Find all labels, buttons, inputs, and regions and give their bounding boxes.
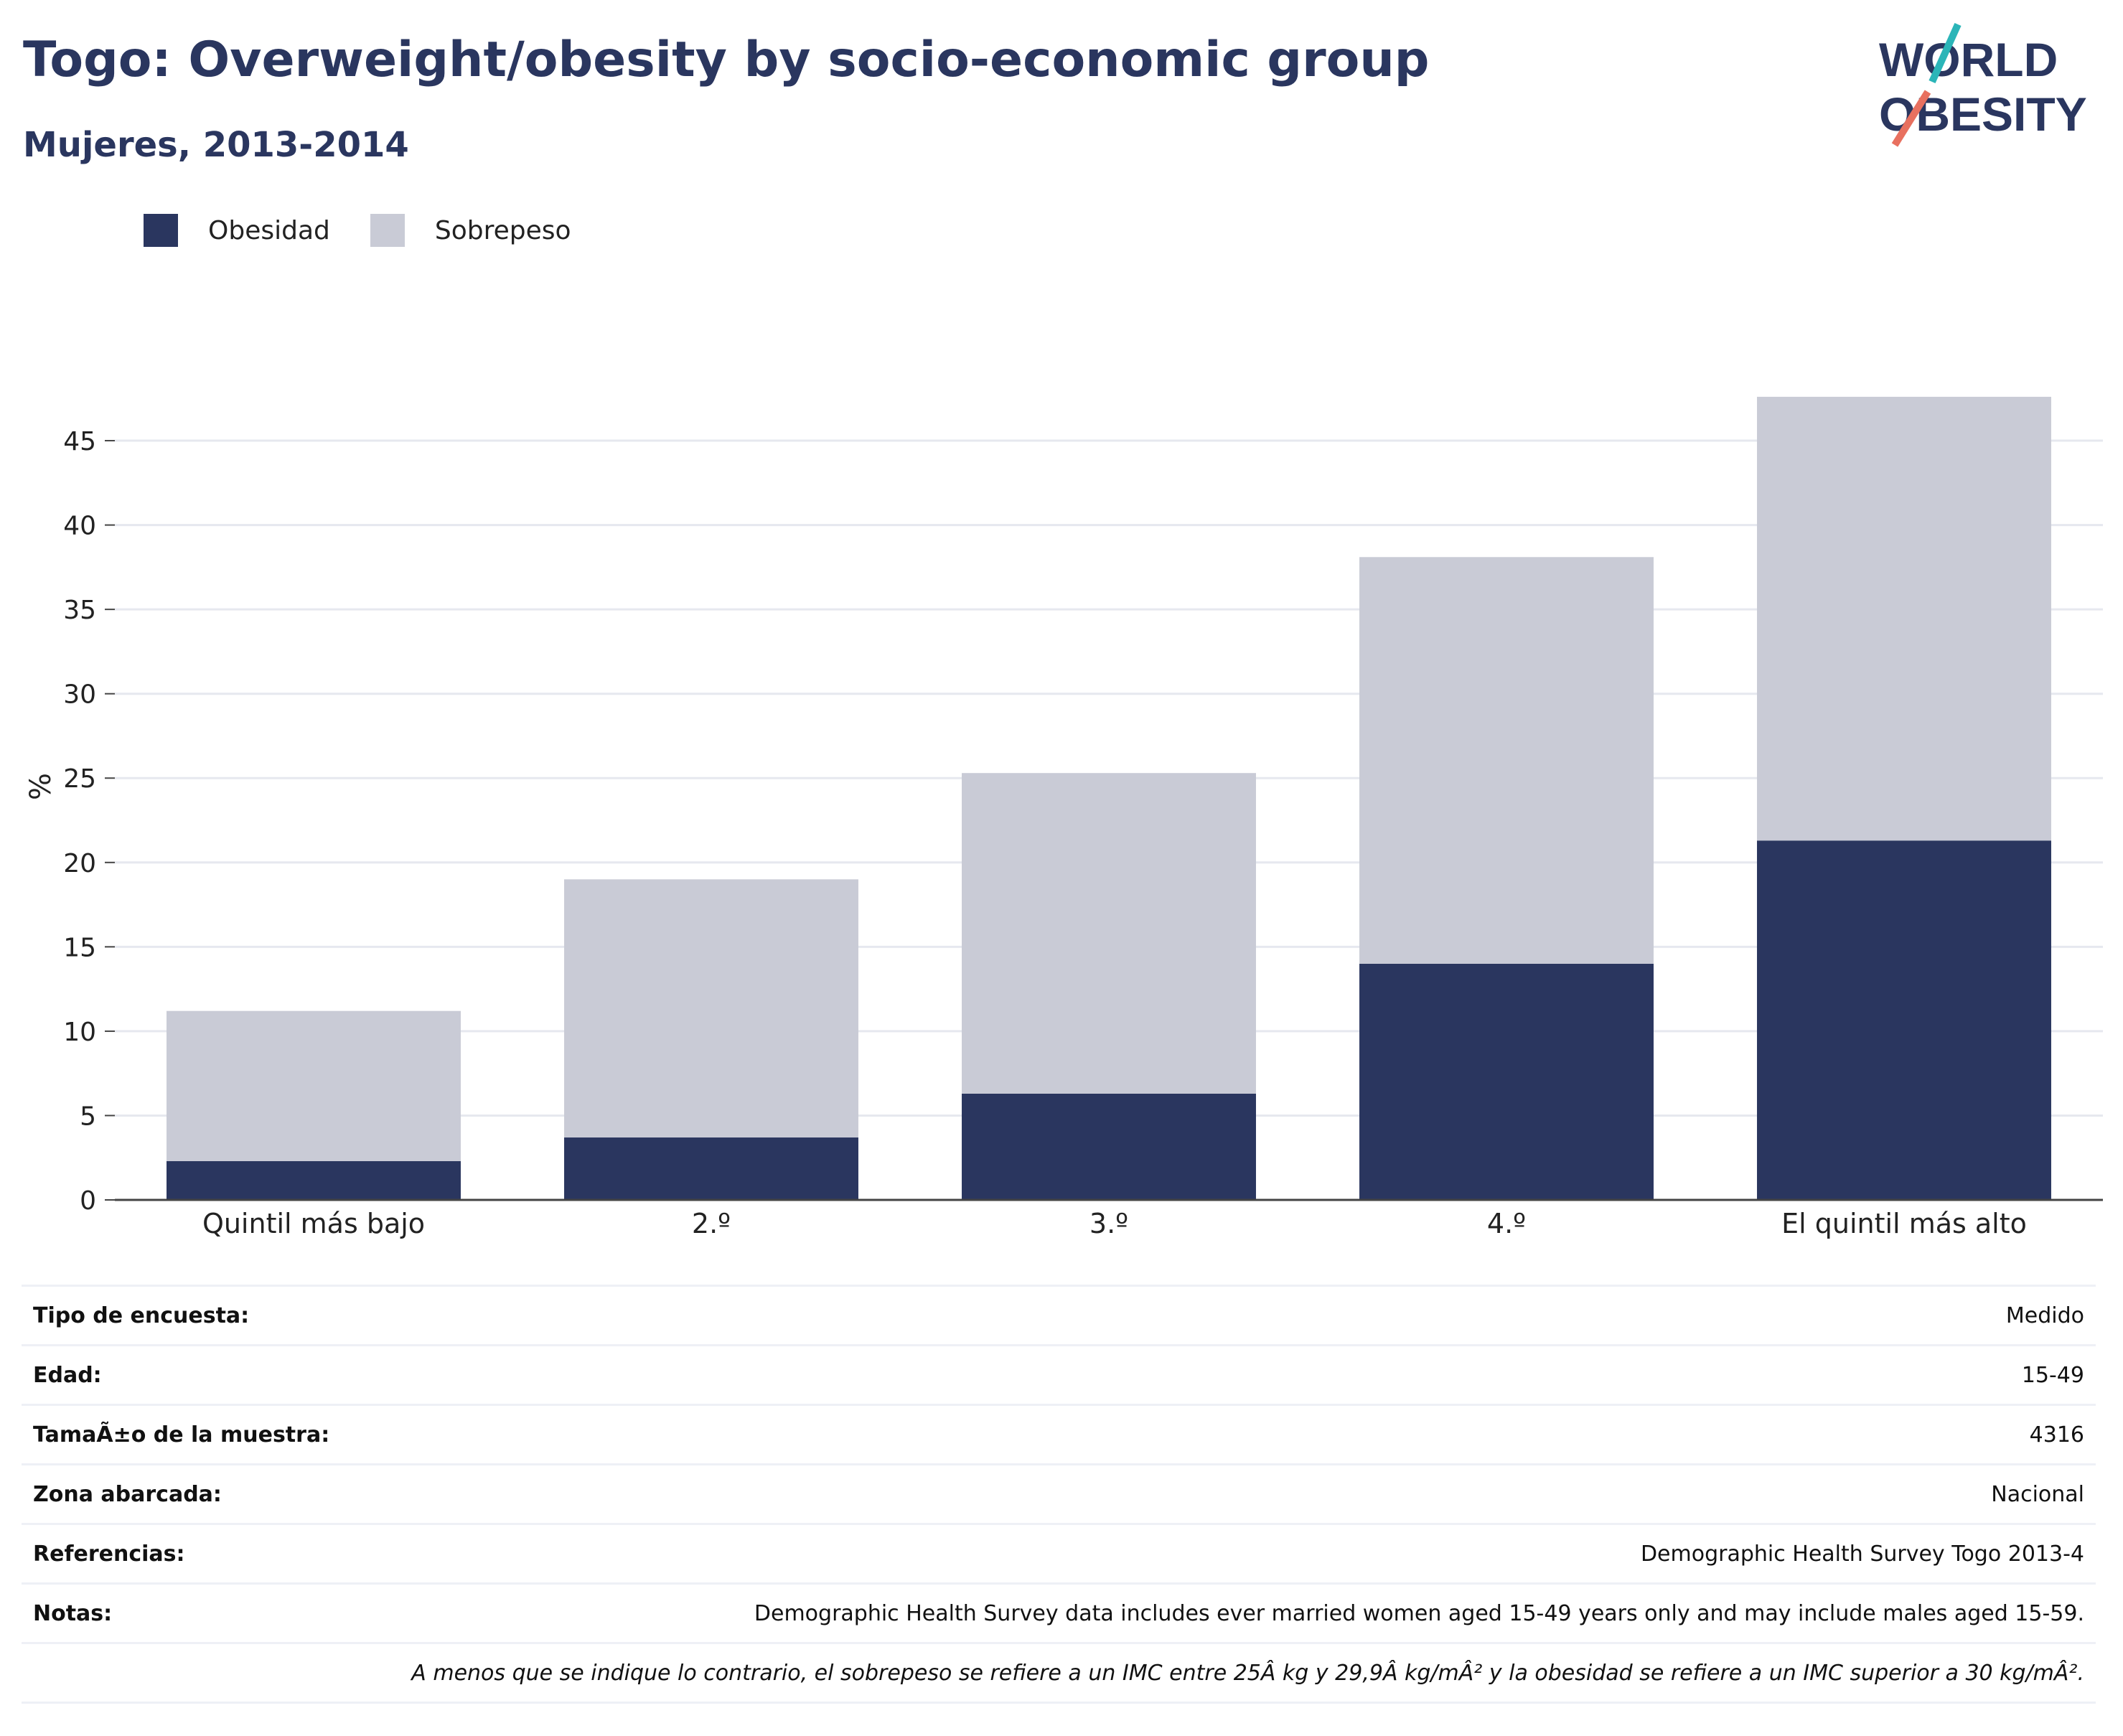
y-tick-label: 45 xyxy=(63,427,96,456)
x-tick-label: El quintil más alto xyxy=(1781,1208,2027,1239)
y-tick-label: 20 xyxy=(63,849,96,878)
bar-obesidad xyxy=(167,1160,461,1200)
info-key: Notas: xyxy=(33,1600,113,1626)
bar-obesidad xyxy=(564,1137,858,1200)
y-tick-label: 15 xyxy=(63,933,96,962)
legend-swatch-obesidad xyxy=(144,214,178,247)
legend-swatch-sobrepeso xyxy=(370,214,405,247)
y-tick-label: 40 xyxy=(63,512,96,541)
y-tick-label: 30 xyxy=(63,680,96,710)
info-value: Demographic Health Survey Togo 2013-4 xyxy=(1640,1541,2084,1567)
chart-title: Togo: Overweight/obesity by socio-econom… xyxy=(23,32,1430,88)
x-tick-label: Quintil más bajo xyxy=(202,1208,425,1239)
bar-obesidad xyxy=(1359,963,1654,1200)
info-value: Medido xyxy=(2005,1303,2084,1328)
y-tick-label: 35 xyxy=(63,596,96,625)
info-key: Referencias: xyxy=(33,1541,185,1567)
bar-sobrepeso xyxy=(564,879,858,1138)
bar-sobrepeso xyxy=(962,773,1256,1094)
x-tick-label: 2.º xyxy=(692,1208,731,1239)
bar-sobrepeso xyxy=(167,1010,461,1161)
x-tick-label: 4.º xyxy=(1487,1208,1526,1239)
x-tick-label: 3.º xyxy=(1089,1208,1128,1239)
info-key: Edad: xyxy=(33,1362,102,1388)
info-row-age: Edad: 15-49 xyxy=(22,1346,2096,1406)
legend-label-obesidad: Obesidad xyxy=(208,215,330,245)
legend-item-obesidad[interactable]: Obesidad xyxy=(144,214,330,247)
world-obesity-logo: WORLD OBESITY xyxy=(1879,22,2087,147)
bar-sobrepeso xyxy=(1359,557,1654,964)
y-tick-label: 10 xyxy=(63,1018,96,1047)
info-row-coverage: Zona abarcada: Nacional xyxy=(22,1465,2096,1525)
logo-line1: WORLD xyxy=(1879,33,2058,86)
info-table: Tipo de encuesta: Medido Edad: 15-49 Tam… xyxy=(22,1285,2096,1704)
y-tick-label: 0 xyxy=(80,1186,96,1216)
info-row-references: Referencias: Demographic Health Survey T… xyxy=(22,1525,2096,1585)
stacked-bar-chart: 0 5 10 15 20 25 30 35 40 45% Quintil más bajo 2.º 3.… xyxy=(24,396,2103,1239)
logo-coral-stroke xyxy=(1891,90,1931,147)
y-axis-label: % xyxy=(24,773,57,800)
legend: Obesidad Sobrepeso xyxy=(144,214,611,247)
logo-teal-stroke xyxy=(1928,22,1962,84)
info-row-sample-size: TamaÃ±o de la muestra: 4316 xyxy=(22,1406,2096,1465)
bar-sobrepeso xyxy=(1757,396,2051,841)
info-key: Tipo de encuesta: xyxy=(33,1303,250,1328)
info-value: Nacional xyxy=(1991,1481,2084,1507)
y-tick-label: 25 xyxy=(63,764,96,794)
bar-obesidad xyxy=(962,1093,1256,1200)
y-tick-label: 5 xyxy=(80,1102,96,1131)
info-value: Demographic Health Survey data includes … xyxy=(754,1600,2084,1626)
info-row-notes: Notas: Demographic Health Survey data in… xyxy=(22,1585,2096,1644)
chart-subtitle: Mujeres, 2013-2014 xyxy=(23,125,409,165)
info-key: Zona abarcada: xyxy=(33,1481,222,1507)
legend-item-sobrepeso[interactable]: Sobrepeso xyxy=(370,214,571,247)
info-footnote: A menos que se indique lo contrario, el … xyxy=(22,1644,2096,1704)
legend-label-sobrepeso: Sobrepeso xyxy=(434,215,571,245)
info-key: TamaÃ±o de la muestra: xyxy=(33,1422,330,1448)
info-value: 15-49 xyxy=(2021,1362,2084,1388)
info-value: 4316 xyxy=(2029,1422,2084,1448)
info-row-survey-type: Tipo de encuesta: Medido xyxy=(22,1287,2096,1346)
bar-obesidad xyxy=(1757,840,2051,1200)
